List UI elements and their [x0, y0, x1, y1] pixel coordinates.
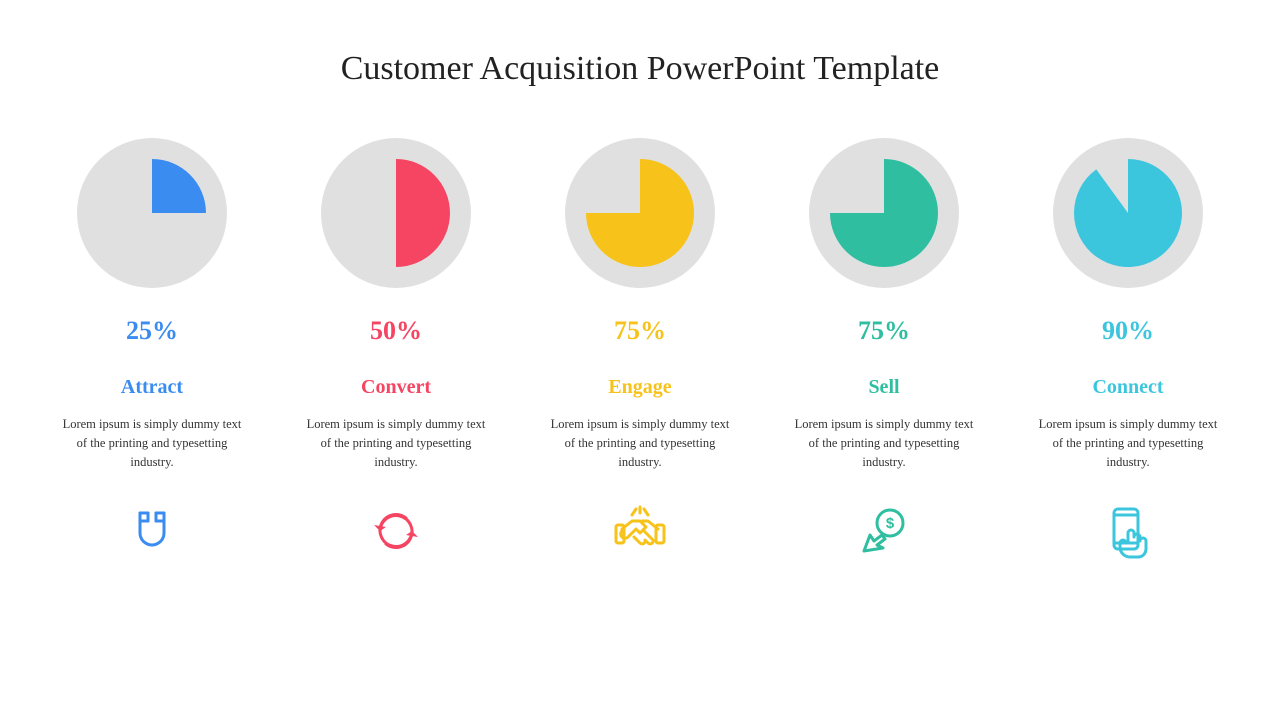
label-attract: Attract [121, 376, 183, 399]
desc-attract: Lorem ipsum is simply dummy text of the … [57, 415, 247, 471]
percent-convert: 50% [370, 316, 422, 346]
label-convert: Convert [361, 376, 431, 399]
column-engage: 75% Engage Lorem ipsum is simply dummy t… [518, 138, 762, 559]
column-sell: 75% Sell Lorem ipsum is simply dummy tex… [762, 138, 1006, 559]
page-title: Customer Acquisition PowerPoint Template [0, 0, 1280, 118]
column-connect: 90% Connect Lorem ipsum is simply dummy … [1006, 138, 1250, 559]
percent-sell: 75% [858, 316, 910, 346]
svg-text:$: $ [886, 515, 895, 532]
percent-attract: 25% [126, 316, 178, 346]
magnet-icon [124, 503, 180, 559]
handshake-icon [612, 503, 668, 559]
pie-chart-engage [565, 138, 715, 288]
pie-chart-sell [809, 138, 959, 288]
percent-engage: 75% [614, 316, 666, 346]
columns-container: 25% Attract Lorem ipsum is simply dummy … [0, 118, 1280, 559]
label-engage: Engage [608, 376, 671, 399]
column-attract: 25% Attract Lorem ipsum is simply dummy … [30, 138, 274, 559]
desc-engage: Lorem ipsum is simply dummy text of the … [545, 415, 735, 471]
label-sell: Sell [868, 376, 899, 399]
desc-connect: Lorem ipsum is simply dummy text of the … [1033, 415, 1223, 471]
pie-chart-attract [77, 138, 227, 288]
percent-connect: 90% [1102, 316, 1154, 346]
label-connect: Connect [1092, 376, 1163, 399]
pie-chart-convert [321, 138, 471, 288]
dollar-cursor-icon: $ [856, 503, 912, 559]
desc-convert: Lorem ipsum is simply dummy text of the … [301, 415, 491, 471]
desc-sell: Lorem ipsum is simply dummy text of the … [789, 415, 979, 471]
column-convert: 50% Convert Lorem ipsum is simply dummy … [274, 138, 518, 559]
cycle-icon [368, 503, 424, 559]
phone-touch-icon [1100, 503, 1156, 559]
pie-chart-connect [1053, 138, 1203, 288]
